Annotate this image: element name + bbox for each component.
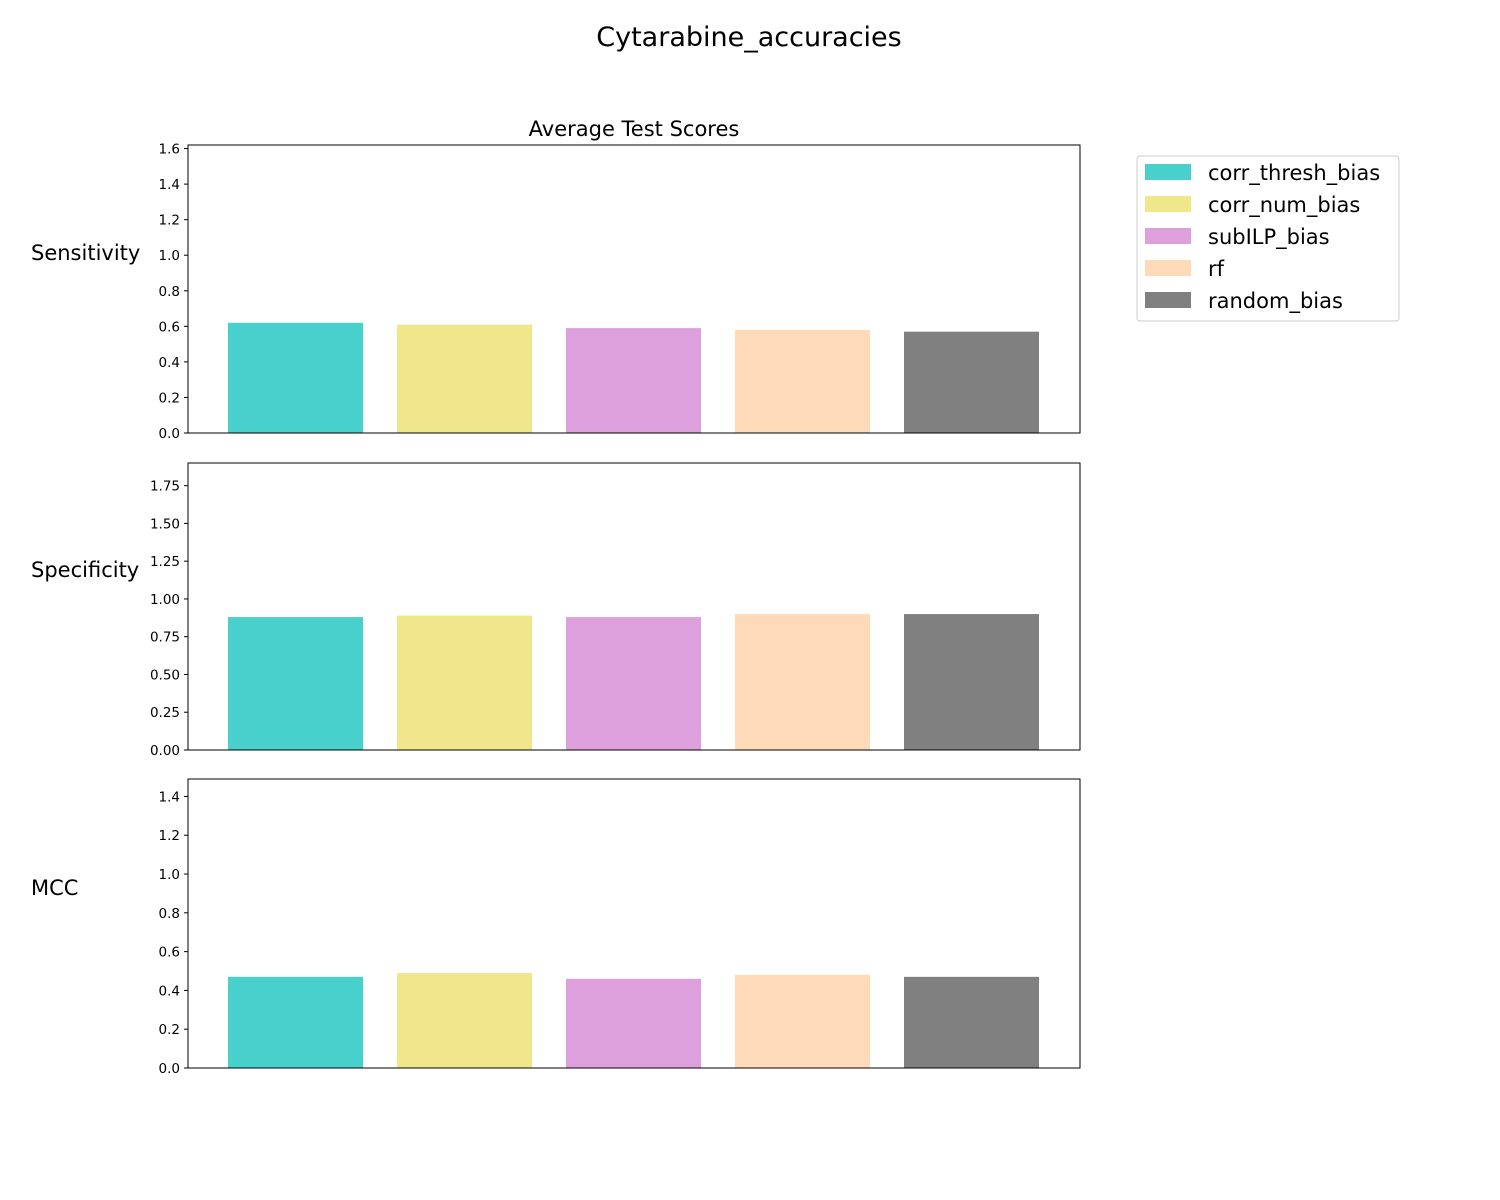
sensitivity-panel: Average Test Scores Sensitivity 0.0 0.2 0.… <box>31 117 1081 442</box>
bar-rf <box>735 329 870 433</box>
y-tick-label: 0.25 <box>150 705 180 721</box>
bar-random-bias <box>904 331 1039 433</box>
y-tick-label: 0.2 <box>159 1022 180 1038</box>
legend-swatch-corr-thresh-bias <box>1145 164 1191 180</box>
y-tick-label: 1.2 <box>159 828 180 844</box>
legend-label-corr-num-bias: corr_num_bias <box>1208 193 1360 218</box>
y-tick-label: 0.0 <box>159 426 180 442</box>
legend-label-random-bias: random_bias <box>1208 289 1343 314</box>
legend-swatch-subILP-bias <box>1145 228 1191 244</box>
bar-corr-num-bias <box>397 324 532 433</box>
y-tick-label: 1.4 <box>159 789 180 805</box>
y-tick-label: 0.50 <box>150 667 180 683</box>
bar-random-bias <box>904 976 1039 1068</box>
bar-subILP-bias <box>566 617 701 750</box>
legend-swatch-rf <box>1145 260 1191 276</box>
legend-frame <box>1136 155 1400 322</box>
legend: corr_thresh_bias corr_num_bias subILP_bias… <box>1136 155 1400 322</box>
legend-swatch-random-bias <box>1145 292 1191 308</box>
bar-corr-thresh-bias <box>228 617 363 750</box>
bar-corr-num-bias <box>397 972 532 1068</box>
panel-title: Average Test Scores <box>529 117 740 141</box>
legend-label-corr-thresh-bias: corr_thresh_bias <box>1208 161 1380 186</box>
mcc-panel: MCC 0.0 0.2 0.4 0.6 0.8 1.0 1.2 1.4 <box>31 778 1081 1077</box>
y-tick-label: 1.6 <box>159 142 180 158</box>
y-axis-label-specificity: Specificity <box>31 558 139 582</box>
bar-random-bias <box>904 614 1039 750</box>
y-tick-label: 0.4 <box>159 983 180 999</box>
y-tick-label: 1.25 <box>150 554 180 570</box>
bar-rf <box>735 974 870 1068</box>
y-tick-label: 1.75 <box>150 479 180 495</box>
y-tick-label: 0.8 <box>159 284 180 300</box>
y-axis-label-mcc: MCC <box>31 876 78 900</box>
y-tick-label: 0.75 <box>150 630 180 646</box>
y-tick-label: 1.50 <box>150 516 180 532</box>
bar-subILP-bias <box>566 978 701 1068</box>
y-tick-label: 0.8 <box>159 906 180 922</box>
y-tick-label: 1.0 <box>159 248 180 264</box>
y-tick-label: 0.0 <box>159 1061 180 1077</box>
y-axis-label-sensitivity: Sensitivity <box>31 241 140 265</box>
bar-subILP-bias <box>566 328 701 433</box>
plot-frame <box>187 462 1081 751</box>
legend-label-subILP-bias: subILP_bias <box>1208 225 1330 250</box>
bar-corr-num-bias <box>397 615 532 750</box>
y-tick-label: 1.2 <box>159 213 180 229</box>
y-tick-label: 0.2 <box>159 390 180 406</box>
y-tick-label: 1.4 <box>159 177 180 193</box>
bar-corr-thresh-bias <box>228 322 363 433</box>
y-tick-label: 0.6 <box>159 319 180 335</box>
plot-frame <box>187 144 1081 434</box>
plot-frame <box>187 778 1081 1069</box>
y-tick-label: 0.6 <box>159 945 180 961</box>
legend-label-rf: rf <box>1208 257 1225 281</box>
y-tick-label: 0.4 <box>159 355 180 371</box>
y-tick-label: 1.0 <box>159 867 180 883</box>
specificity-panel: Specificity 0.00 0.25 0.50 0.75 1.00 1.25 1.50… <box>31 462 1081 759</box>
y-tick-label: 1.00 <box>150 592 180 608</box>
bar-rf <box>735 614 870 750</box>
legend-swatch-corr-num-bias <box>1145 196 1191 212</box>
y-tick-label: 0.00 <box>150 743 180 759</box>
figure-title: Cytarabine_accuracies <box>596 22 902 53</box>
bar-corr-thresh-bias <box>228 976 363 1068</box>
